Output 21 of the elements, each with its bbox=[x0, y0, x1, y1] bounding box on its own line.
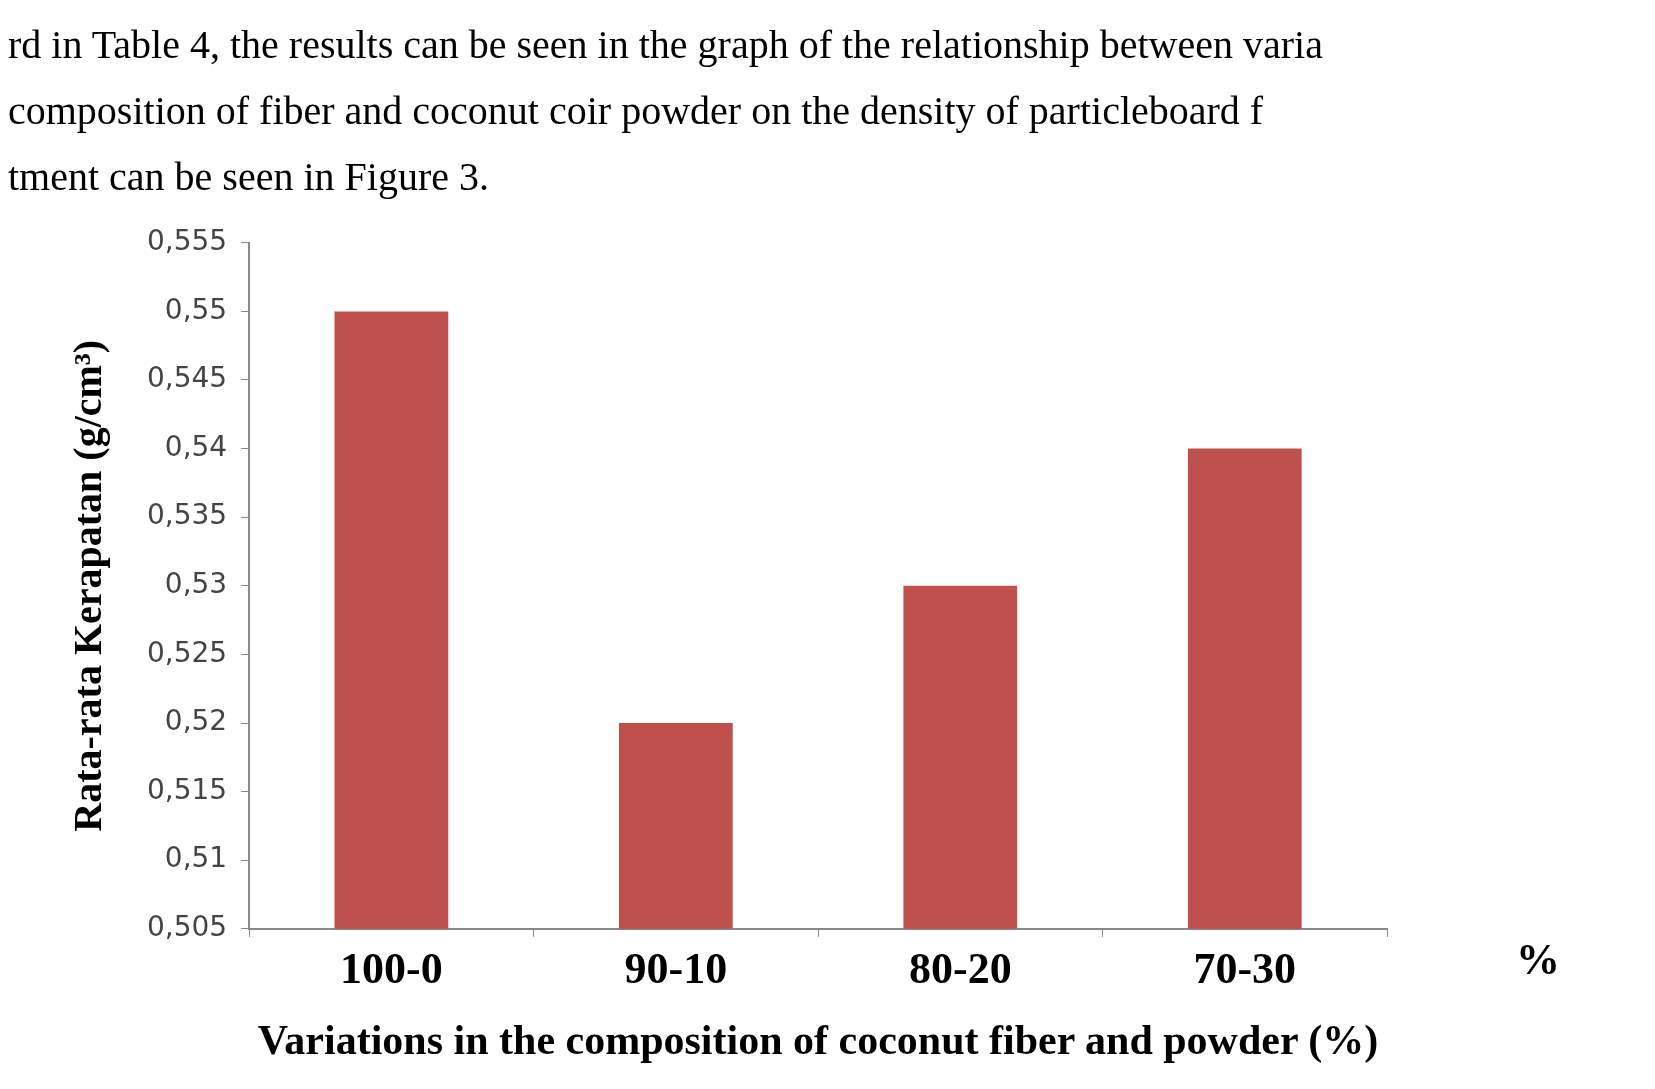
x-axis-title: Variations in the composition of coconut fiber and powder (%) bbox=[257, 1016, 1379, 1064]
y-tick-label: 0,52 bbox=[164, 704, 228, 738]
y-tick-label: 0,54 bbox=[164, 429, 228, 463]
y-tick-label: 0,555 bbox=[146, 224, 228, 258]
text: rd in Table 4, the results can be seen in the graph of the relationship between varia bbox=[8, 21, 1324, 69]
y-tick-label: 0,505 bbox=[146, 910, 228, 944]
y-tick-label: 0,53 bbox=[164, 567, 228, 601]
y-tick-label: 0,55 bbox=[164, 292, 228, 326]
x-tick-label: 80-20 bbox=[908, 943, 1012, 993]
y-tick-label: 0,515 bbox=[146, 772, 228, 806]
x-tick-label: 70-30 bbox=[1193, 943, 1297, 993]
x-tick-label: 90-10 bbox=[624, 943, 728, 993]
text: tment can be seen in Figure 3. bbox=[8, 153, 490, 201]
y-tick-label: 0,525 bbox=[146, 635, 228, 669]
y-tick-label: 0,545 bbox=[146, 361, 228, 395]
y-tick-label: 0,51 bbox=[164, 841, 228, 875]
text: composition of fiber and coconut coir powder on the density of particleboard f bbox=[8, 87, 1265, 135]
y-axis-title: Rata-rata Kerapatan (g/cm³) bbox=[65, 339, 111, 832]
text: % bbox=[1516, 935, 1560, 985]
x-tick-label: 100-0 bbox=[340, 943, 443, 993]
y-tick-label: 0,535 bbox=[146, 498, 228, 532]
